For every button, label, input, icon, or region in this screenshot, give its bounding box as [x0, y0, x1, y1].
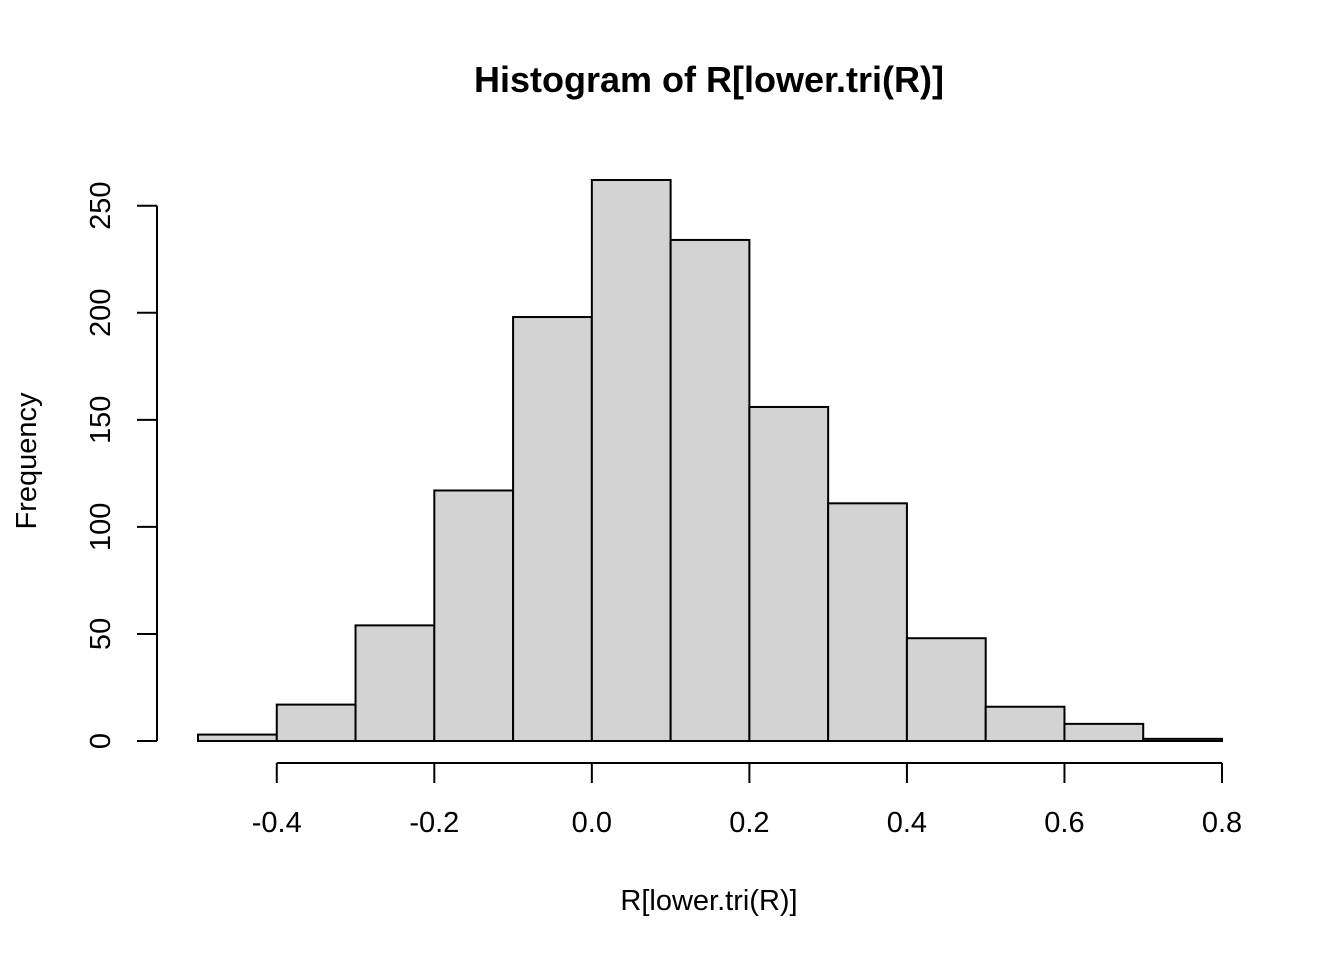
x-tick-label: 0.8	[1202, 807, 1242, 839]
y-axis: 0 50 100 150 200 250	[85, 181, 158, 749]
histogram-bar	[748, 405, 830, 742]
y-axis-label: Frequency	[11, 392, 43, 530]
histogram-bar	[512, 316, 593, 742]
x-tick-label: -0.2	[409, 807, 459, 839]
histogram-bar	[433, 489, 515, 743]
histogram-bar	[827, 502, 908, 742]
histogram-bar	[1063, 722, 1145, 743]
y-tick-label: 100	[85, 503, 117, 551]
y-tick-label: 150	[85, 396, 117, 444]
histogram-bar	[669, 238, 751, 742]
y-tick-label: 250	[85, 181, 117, 229]
y-tick-label: 50	[85, 618, 117, 650]
histogram-bar	[590, 179, 672, 742]
y-tick-label: 200	[85, 289, 117, 337]
y-tick-label: 0	[85, 733, 117, 749]
x-tick-label: 0.4	[887, 807, 927, 839]
x-axis-label: R[lower.tri(R)]	[620, 885, 797, 917]
x-tick-label: -0.4	[252, 807, 302, 839]
histogram-bar	[984, 705, 1066, 743]
histogram-bar	[1142, 737, 1223, 742]
x-tick-label: 0.6	[1044, 807, 1084, 839]
x-tick-label: 0.2	[729, 807, 769, 839]
histogram-bar	[354, 624, 436, 742]
chart-title: Histogram of R[lower.tri(R)]	[474, 59, 944, 100]
histogram-bar	[275, 703, 357, 743]
x-axis: -0.4 -0.2 0.0 0.2 0.4 0.6 0.8	[252, 762, 1242, 839]
histogram-bar	[905, 637, 987, 742]
x-tick-label: 0.0	[572, 807, 612, 839]
histogram-bar	[197, 733, 278, 743]
bars-group	[197, 179, 1223, 743]
